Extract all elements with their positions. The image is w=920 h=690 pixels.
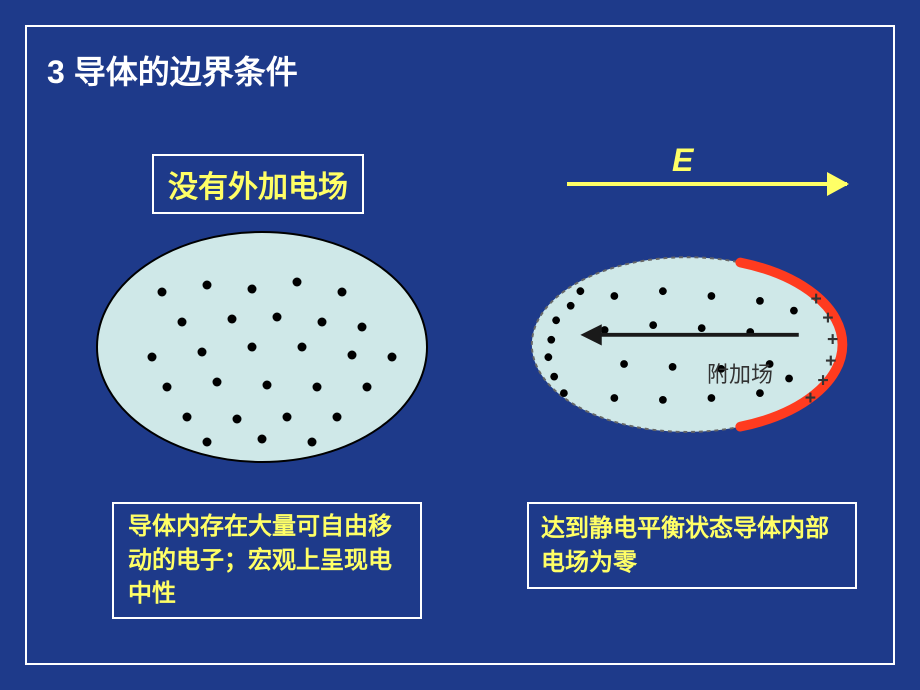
left-header-box: 没有外加电场 bbox=[152, 154, 364, 214]
e-field-label: E bbox=[672, 142, 693, 179]
right-caption-box: 达到静电平衡状态导体内部电场为零 bbox=[527, 502, 857, 589]
right-caption-text: 达到静电平衡状态导体内部电场为零 bbox=[541, 515, 829, 576]
svg-text:+: + bbox=[817, 369, 828, 391]
left-header-text: 没有外加电场 bbox=[168, 171, 348, 204]
slide-title: 3 导体的边界条件 bbox=[47, 47, 298, 93]
svg-text:+: + bbox=[822, 307, 833, 329]
e-field-arrow-icon bbox=[567, 182, 847, 186]
left-caption-box: 导体内存在大量可自由移动的电子；宏观上呈现电中性 bbox=[112, 502, 422, 619]
svg-text:+: + bbox=[805, 387, 816, 409]
additional-field-label: 附加场 bbox=[707, 357, 773, 389]
left-caption-text: 导体内存在大量可自由移动的电子；宏观上呈现电中性 bbox=[128, 513, 392, 607]
right-conductor-ellipse: ++++++ bbox=[527, 252, 857, 442]
svg-text:+: + bbox=[827, 329, 838, 351]
svg-text:+: + bbox=[811, 288, 822, 310]
left-conductor-ellipse bbox=[92, 227, 432, 467]
ellipse-shape-left bbox=[97, 232, 427, 462]
slide-frame: 3 导体的边界条件 没有外加电场 E ++++++ 附加场 导体内存在大量可自由… bbox=[25, 25, 895, 665]
